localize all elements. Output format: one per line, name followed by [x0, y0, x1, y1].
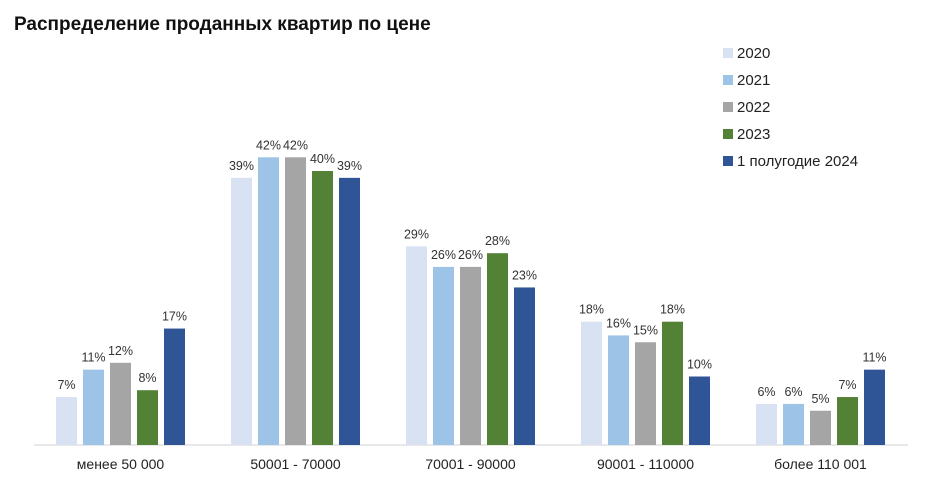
- data-label: 18%: [579, 303, 604, 317]
- bar: [635, 342, 656, 445]
- data-label: 16%: [606, 316, 631, 330]
- category-label: менее 50 000: [77, 456, 165, 472]
- bar: [487, 253, 508, 445]
- legend-label: 2023: [737, 126, 770, 143]
- data-label: 42%: [256, 138, 281, 152]
- data-label: 40%: [310, 152, 335, 166]
- legend-label: 2020: [737, 45, 770, 62]
- bar: [756, 403, 777, 445]
- legend-label: 2021: [737, 72, 770, 89]
- data-label: 17%: [162, 310, 187, 324]
- data-label: 7%: [838, 378, 856, 392]
- bar: [689, 376, 710, 445]
- data-label: 42%: [283, 138, 308, 152]
- legend-swatch: [723, 156, 733, 166]
- data-label: 11%: [862, 351, 886, 365]
- bar: [231, 177, 252, 445]
- bar: [406, 246, 427, 445]
- data-label: 8%: [138, 371, 156, 385]
- data-label: 26%: [458, 248, 483, 262]
- bar: [137, 390, 158, 445]
- data-label: 28%: [485, 234, 510, 248]
- bar: [514, 287, 535, 445]
- bar: [164, 328, 185, 445]
- bar: [56, 397, 77, 445]
- legend-label: 1 полугодие 2024: [737, 153, 858, 170]
- category-label: 70001 - 90000: [425, 456, 516, 472]
- bar: [433, 266, 454, 445]
- bar: [339, 177, 360, 445]
- data-label: 26%: [431, 248, 456, 262]
- legend-swatch: [723, 129, 733, 139]
- data-label: 18%: [660, 303, 685, 317]
- chart-title: Распределение проданных квартир по цене: [14, 14, 431, 35]
- data-label: 12%: [108, 344, 133, 358]
- bar: [285, 157, 306, 446]
- legend-swatch: [723, 75, 733, 85]
- data-label: 5%: [811, 392, 829, 406]
- bar: [581, 321, 602, 445]
- bar: [460, 266, 481, 445]
- legend-swatch: [723, 48, 733, 58]
- bar: [864, 369, 885, 445]
- bar: [608, 335, 629, 445]
- data-label: 6%: [757, 385, 775, 399]
- category-label: 90001 - 110000: [597, 456, 694, 472]
- bar: [662, 321, 683, 445]
- legend-label: 2022: [737, 99, 770, 116]
- bar: [783, 403, 804, 445]
- data-label: 29%: [404, 227, 429, 241]
- data-label: 7%: [57, 378, 75, 392]
- data-label: 10%: [687, 358, 712, 372]
- category-label: более 110 001: [774, 456, 867, 472]
- legend-swatch: [723, 102, 733, 112]
- data-label: 6%: [784, 385, 802, 399]
- bar: [810, 410, 831, 445]
- data-label: 39%: [337, 159, 362, 173]
- bar: [312, 171, 333, 445]
- data-label: 15%: [633, 323, 658, 337]
- category-label: 50001 - 70000: [250, 456, 341, 472]
- bar: [110, 362, 131, 445]
- bar: [258, 157, 279, 446]
- bar: [83, 369, 104, 445]
- data-label: 39%: [229, 159, 254, 173]
- data-label: 11%: [81, 351, 105, 365]
- data-label: 23%: [512, 268, 537, 282]
- bar: [837, 397, 858, 445]
